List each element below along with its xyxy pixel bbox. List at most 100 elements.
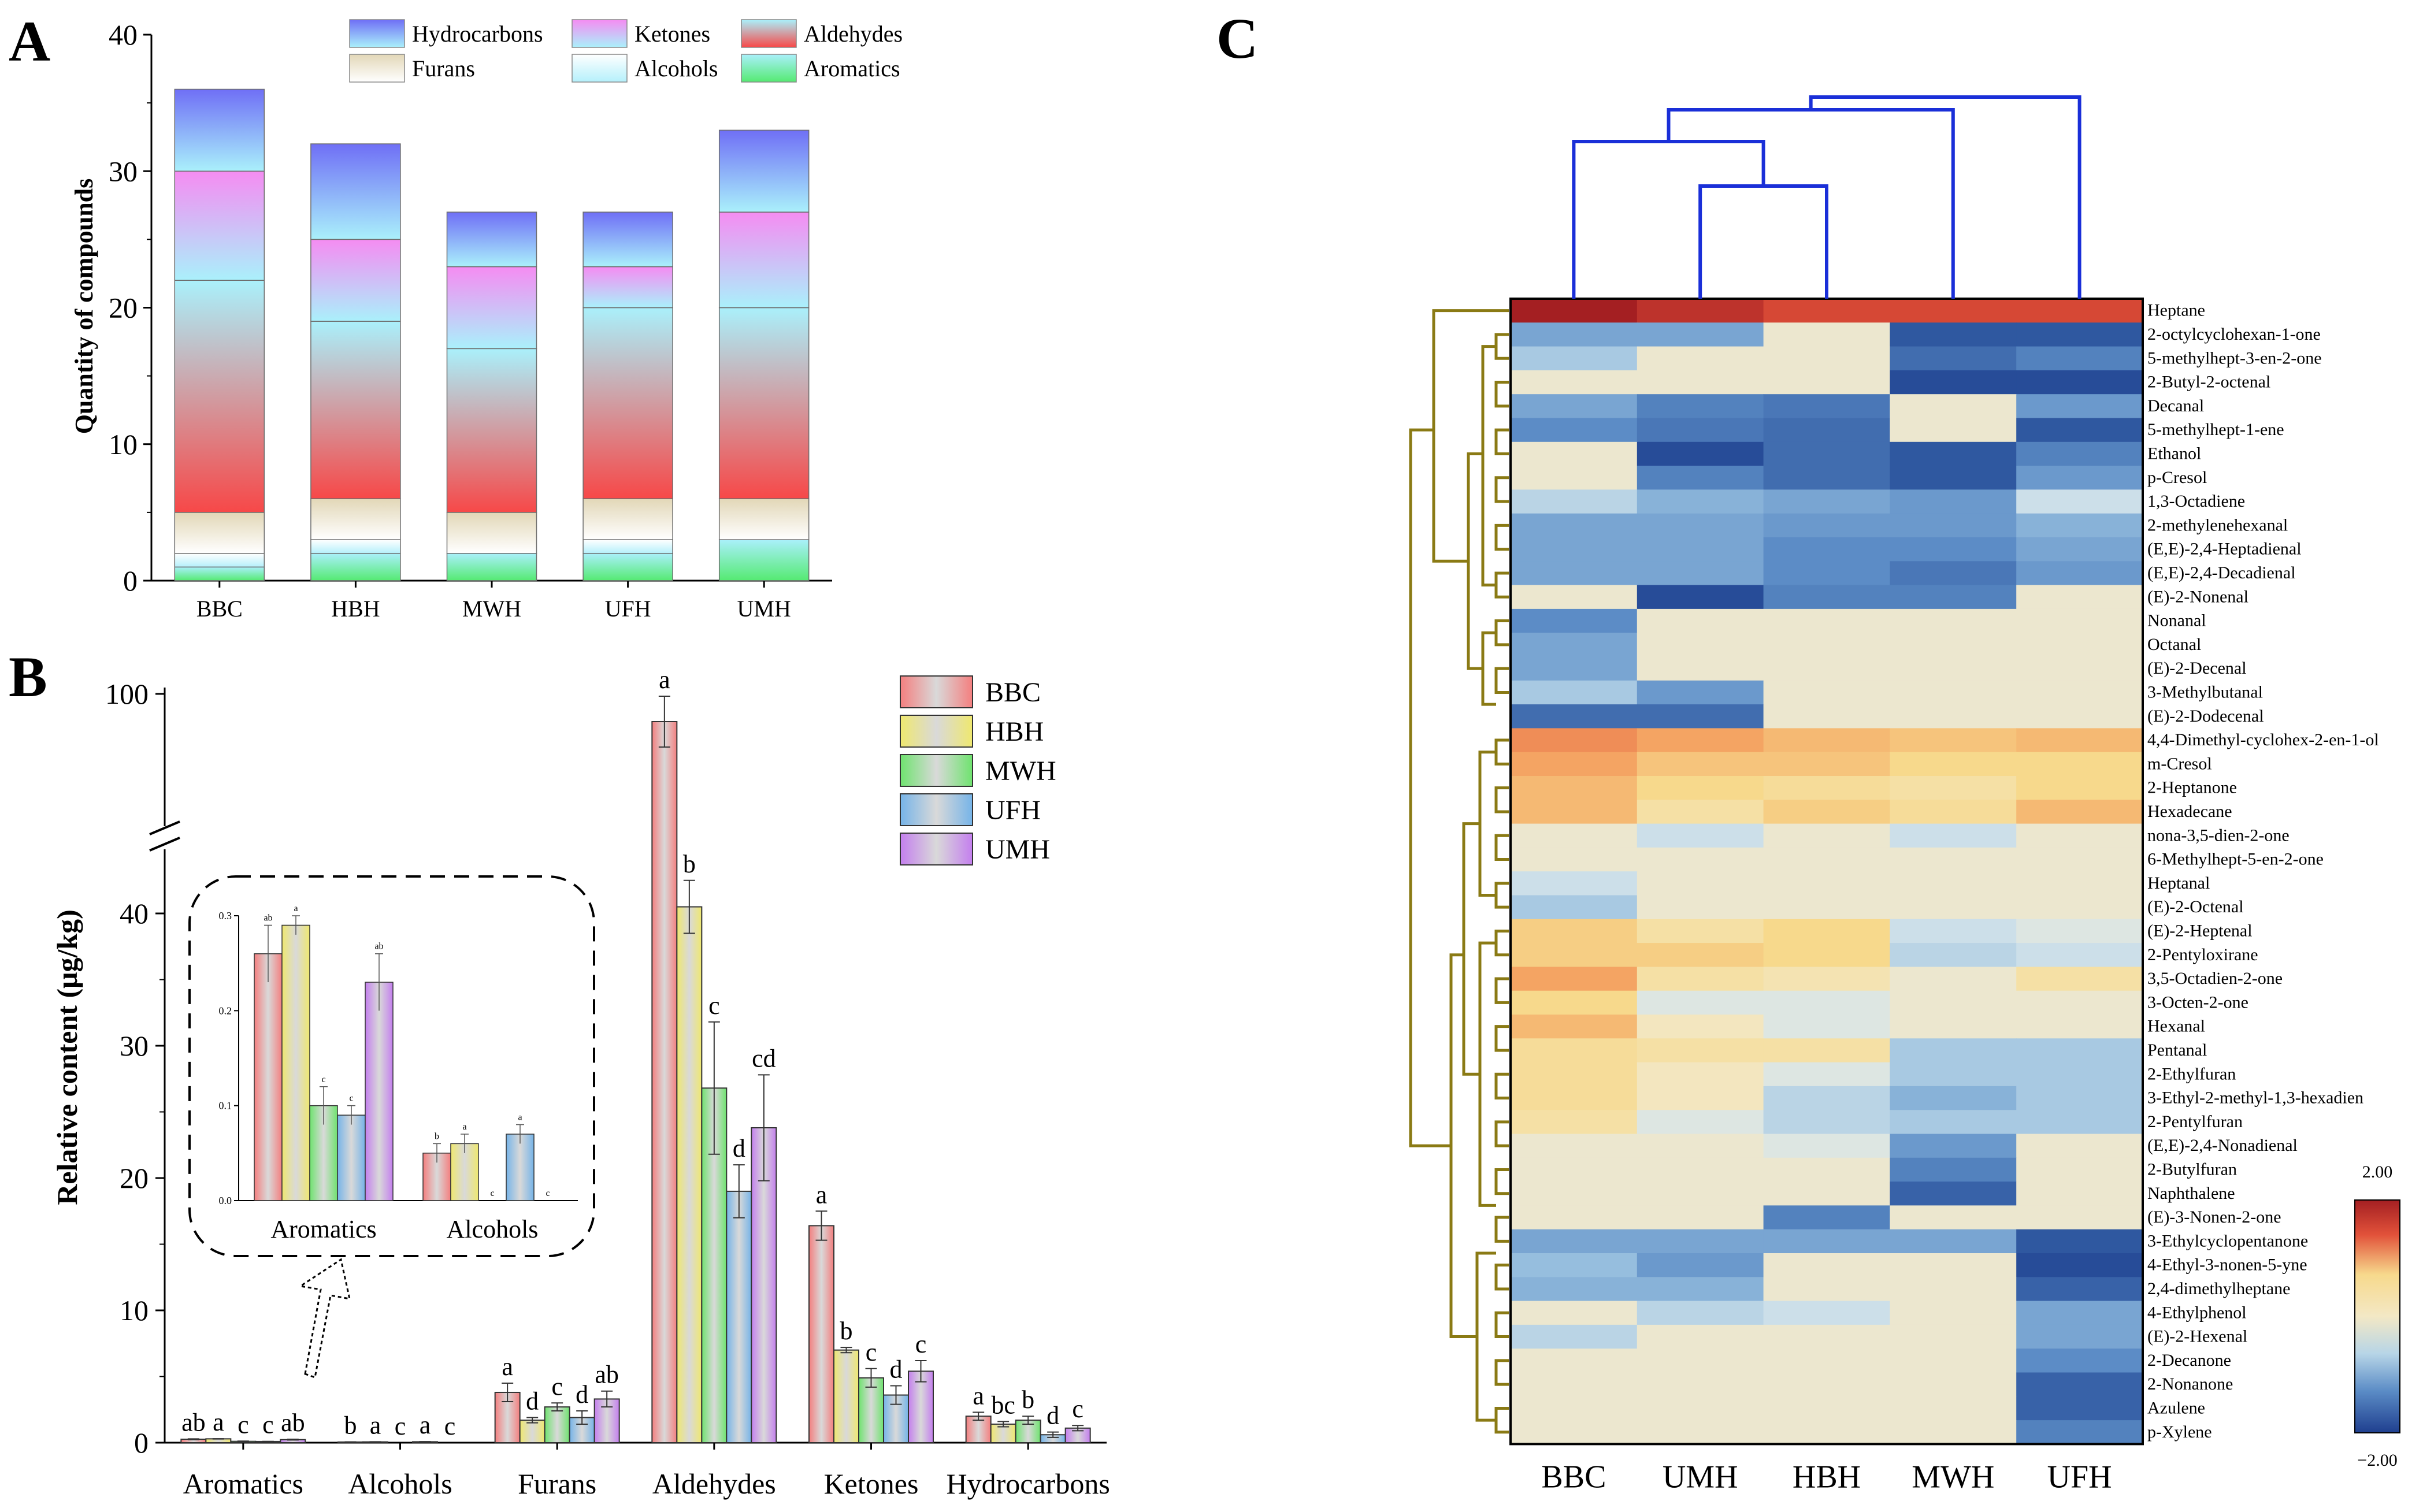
significance-letter: d xyxy=(526,1387,539,1415)
heatmap-cell xyxy=(2016,1038,2143,1063)
heatmap-cell xyxy=(1637,441,1764,466)
bar-aromatics-mwh xyxy=(446,553,537,581)
heatmap-row-label: 3-Octen-2-one xyxy=(2147,993,2248,1012)
heatmap-cell xyxy=(2016,1229,2143,1254)
heatmap-row-label: 2-Decanone xyxy=(2147,1351,2231,1370)
heatmap-row-label: 5-methylhept-3-en-2-one xyxy=(2147,348,2322,367)
bar-furans-umh xyxy=(718,498,810,540)
panel-b-ytick-label: 20 xyxy=(120,1162,149,1194)
legend-label-bbc: BBC xyxy=(985,677,1041,708)
heatmap-cell xyxy=(1511,608,1638,633)
heatmap-cell xyxy=(1637,1229,1764,1254)
heatmap-cell xyxy=(2016,346,2143,371)
heatmap-cell xyxy=(1637,418,1764,443)
bar-furans-mwh xyxy=(446,512,537,554)
heatmap-cell xyxy=(1511,990,1638,1015)
dendrogram-branch xyxy=(1494,619,1509,647)
heatmap-cell xyxy=(1511,1038,1638,1063)
significance-letter: bc xyxy=(991,1391,1015,1419)
heatmap-cell xyxy=(1763,1038,1890,1063)
heatmap-cell xyxy=(2016,895,2143,920)
significance-letter: c xyxy=(395,1412,406,1440)
heatmap-cell xyxy=(1637,967,1764,991)
heatmap-cell xyxy=(1890,322,2017,347)
legend-label-alcohols: Alcohols xyxy=(634,55,718,81)
panel-b-xtick-label: Ketones xyxy=(824,1468,919,1500)
heatmap-cell xyxy=(1637,680,1764,705)
heatmap-cell xyxy=(1763,1062,1890,1087)
heatmap-cell xyxy=(1763,728,1890,753)
heatmap-cell xyxy=(1890,800,2017,824)
inset-significance-letter: c xyxy=(349,1094,353,1104)
heatmap-cell xyxy=(1890,680,2017,705)
bar-hbh-furans xyxy=(519,1420,546,1444)
heatmap-column-label: HBH xyxy=(1793,1459,1861,1495)
panel-a-xtick-label: MWH xyxy=(462,596,521,622)
heatmap-cell xyxy=(1511,919,1638,943)
legend-swatch-ketones xyxy=(572,19,628,48)
bar-hydrocarbons-bbc xyxy=(174,88,265,172)
significance-letter: b xyxy=(683,850,696,878)
heatmap-cell xyxy=(1763,1253,1890,1277)
dendrogram-branch xyxy=(1667,108,1955,299)
heatmap-cell xyxy=(1637,608,1764,633)
heatmap-cell xyxy=(1890,943,2017,967)
heatmap-row-label: 3-Ethylcyclopentanone xyxy=(2147,1231,2308,1250)
heatmap-cell xyxy=(1890,1086,2017,1110)
bar-hbh-ketones xyxy=(833,1349,859,1443)
dendrogram-branch xyxy=(1494,929,1509,957)
heatmap-cell xyxy=(1763,513,1890,538)
significance-letter: d xyxy=(576,1380,588,1409)
heatmap-cell xyxy=(1511,1396,1638,1421)
dendrogram-branch xyxy=(1409,428,1451,1147)
heatmap-row-label: (E)-2-Octenal xyxy=(2147,897,2244,916)
heatmap-cell xyxy=(1637,1277,1764,1302)
heatmap-cell xyxy=(1511,441,1638,466)
panel-b-ytick-label: 0 xyxy=(134,1426,149,1459)
dendrogram-branch xyxy=(1494,333,1509,360)
dendrogram-branch xyxy=(1494,1311,1509,1339)
bar-aldehydes-umh xyxy=(718,307,810,499)
heatmap-cell xyxy=(1890,537,2017,562)
heatmap-cell xyxy=(2016,489,2143,514)
heatmap-cell xyxy=(1763,299,1890,323)
dendrogram-branch xyxy=(1494,1216,1509,1243)
heatmap-cell xyxy=(1511,776,1638,800)
dendrogram-branch xyxy=(1494,1072,1509,1100)
heatmap-cell xyxy=(1763,1015,1890,1039)
heatmap-cell xyxy=(1637,489,1764,514)
heatmap-cell xyxy=(2016,823,2143,848)
heatmap-cell xyxy=(1637,823,1764,848)
heatmap-cell xyxy=(1763,823,1890,848)
heatmap-cell xyxy=(2016,656,2143,681)
heatmap-row-label: (E)-2-Nonenal xyxy=(2147,587,2248,606)
legend-swatch-aromatics xyxy=(741,54,797,83)
legend-swatch-umh xyxy=(900,833,973,865)
legend-label-ufh: UFH xyxy=(985,795,1041,826)
heatmap-cell xyxy=(1637,561,1764,586)
heatmap-cell xyxy=(2016,322,2143,347)
heatmap-row-label: 6-Methylhept-5-en-2-one xyxy=(2147,850,2324,869)
heatmap-cell xyxy=(1890,1348,2017,1373)
significance-letter: a xyxy=(502,1353,513,1381)
bar-aldehydes-mwh xyxy=(446,348,537,513)
heatmap-cell xyxy=(1890,752,2017,777)
dendrogram-branch xyxy=(1478,941,1496,1207)
inset-significance-letter: c xyxy=(546,1188,550,1198)
heatmap-cell xyxy=(1511,585,1638,610)
row-dendrogram xyxy=(1409,309,1509,1434)
panel-b-xtick-label: Alcohols xyxy=(348,1468,452,1500)
heatmap-row-label: nona-3,5-dien-2-one xyxy=(2147,826,2290,845)
legend-label-furans: Furans xyxy=(412,55,475,81)
dendrogram-branch xyxy=(1494,786,1509,813)
heatmap-cell xyxy=(1763,967,1890,991)
heatmap-cell xyxy=(1511,489,1638,514)
heatmap-row-label: 2-Butylfuran xyxy=(2147,1160,2237,1179)
bar-furans-bbc xyxy=(174,512,265,554)
heatmap-cell xyxy=(1763,585,1890,610)
dendrogram-branch xyxy=(1494,1168,1509,1195)
bar-hydrocarbons-hbh xyxy=(310,143,401,240)
heatmap-cell xyxy=(1763,871,1890,896)
inset-significance-letter: c xyxy=(321,1075,325,1084)
heatmap-row-label: 2-Butyl-2-octenal xyxy=(2147,373,2270,392)
